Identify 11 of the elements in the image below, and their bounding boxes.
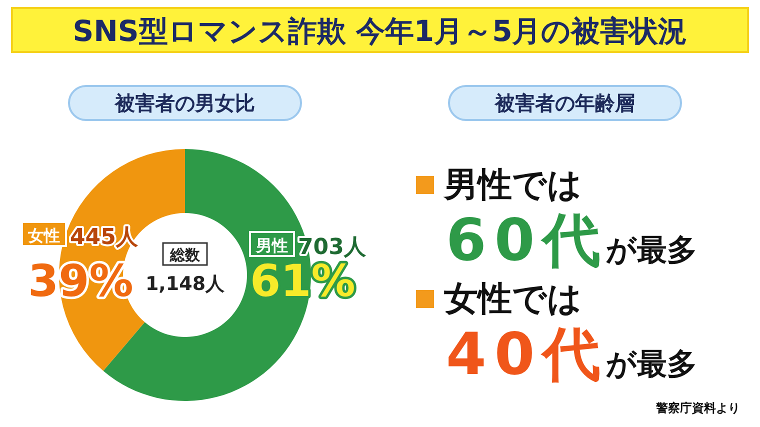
text: 1,148人 <box>145 273 226 295</box>
slice-label: 女性 <box>27 226 60 245</box>
text: 男性では <box>443 165 582 205</box>
slice-label: 男性 <box>255 236 288 255</box>
chart-title: SNS型ロマンス詐欺 今年1月～5月の被害状況 <box>72 14 688 48</box>
text: 総数 <box>169 246 201 264</box>
text: 警察庁資料より <box>655 401 740 415</box>
chart-subtitle: 被害者の男女比 <box>114 91 255 115</box>
text: 女性では <box>443 279 582 319</box>
data-label: 445人 <box>70 225 139 250</box>
text: 被害者の年齢層 <box>494 91 635 115</box>
